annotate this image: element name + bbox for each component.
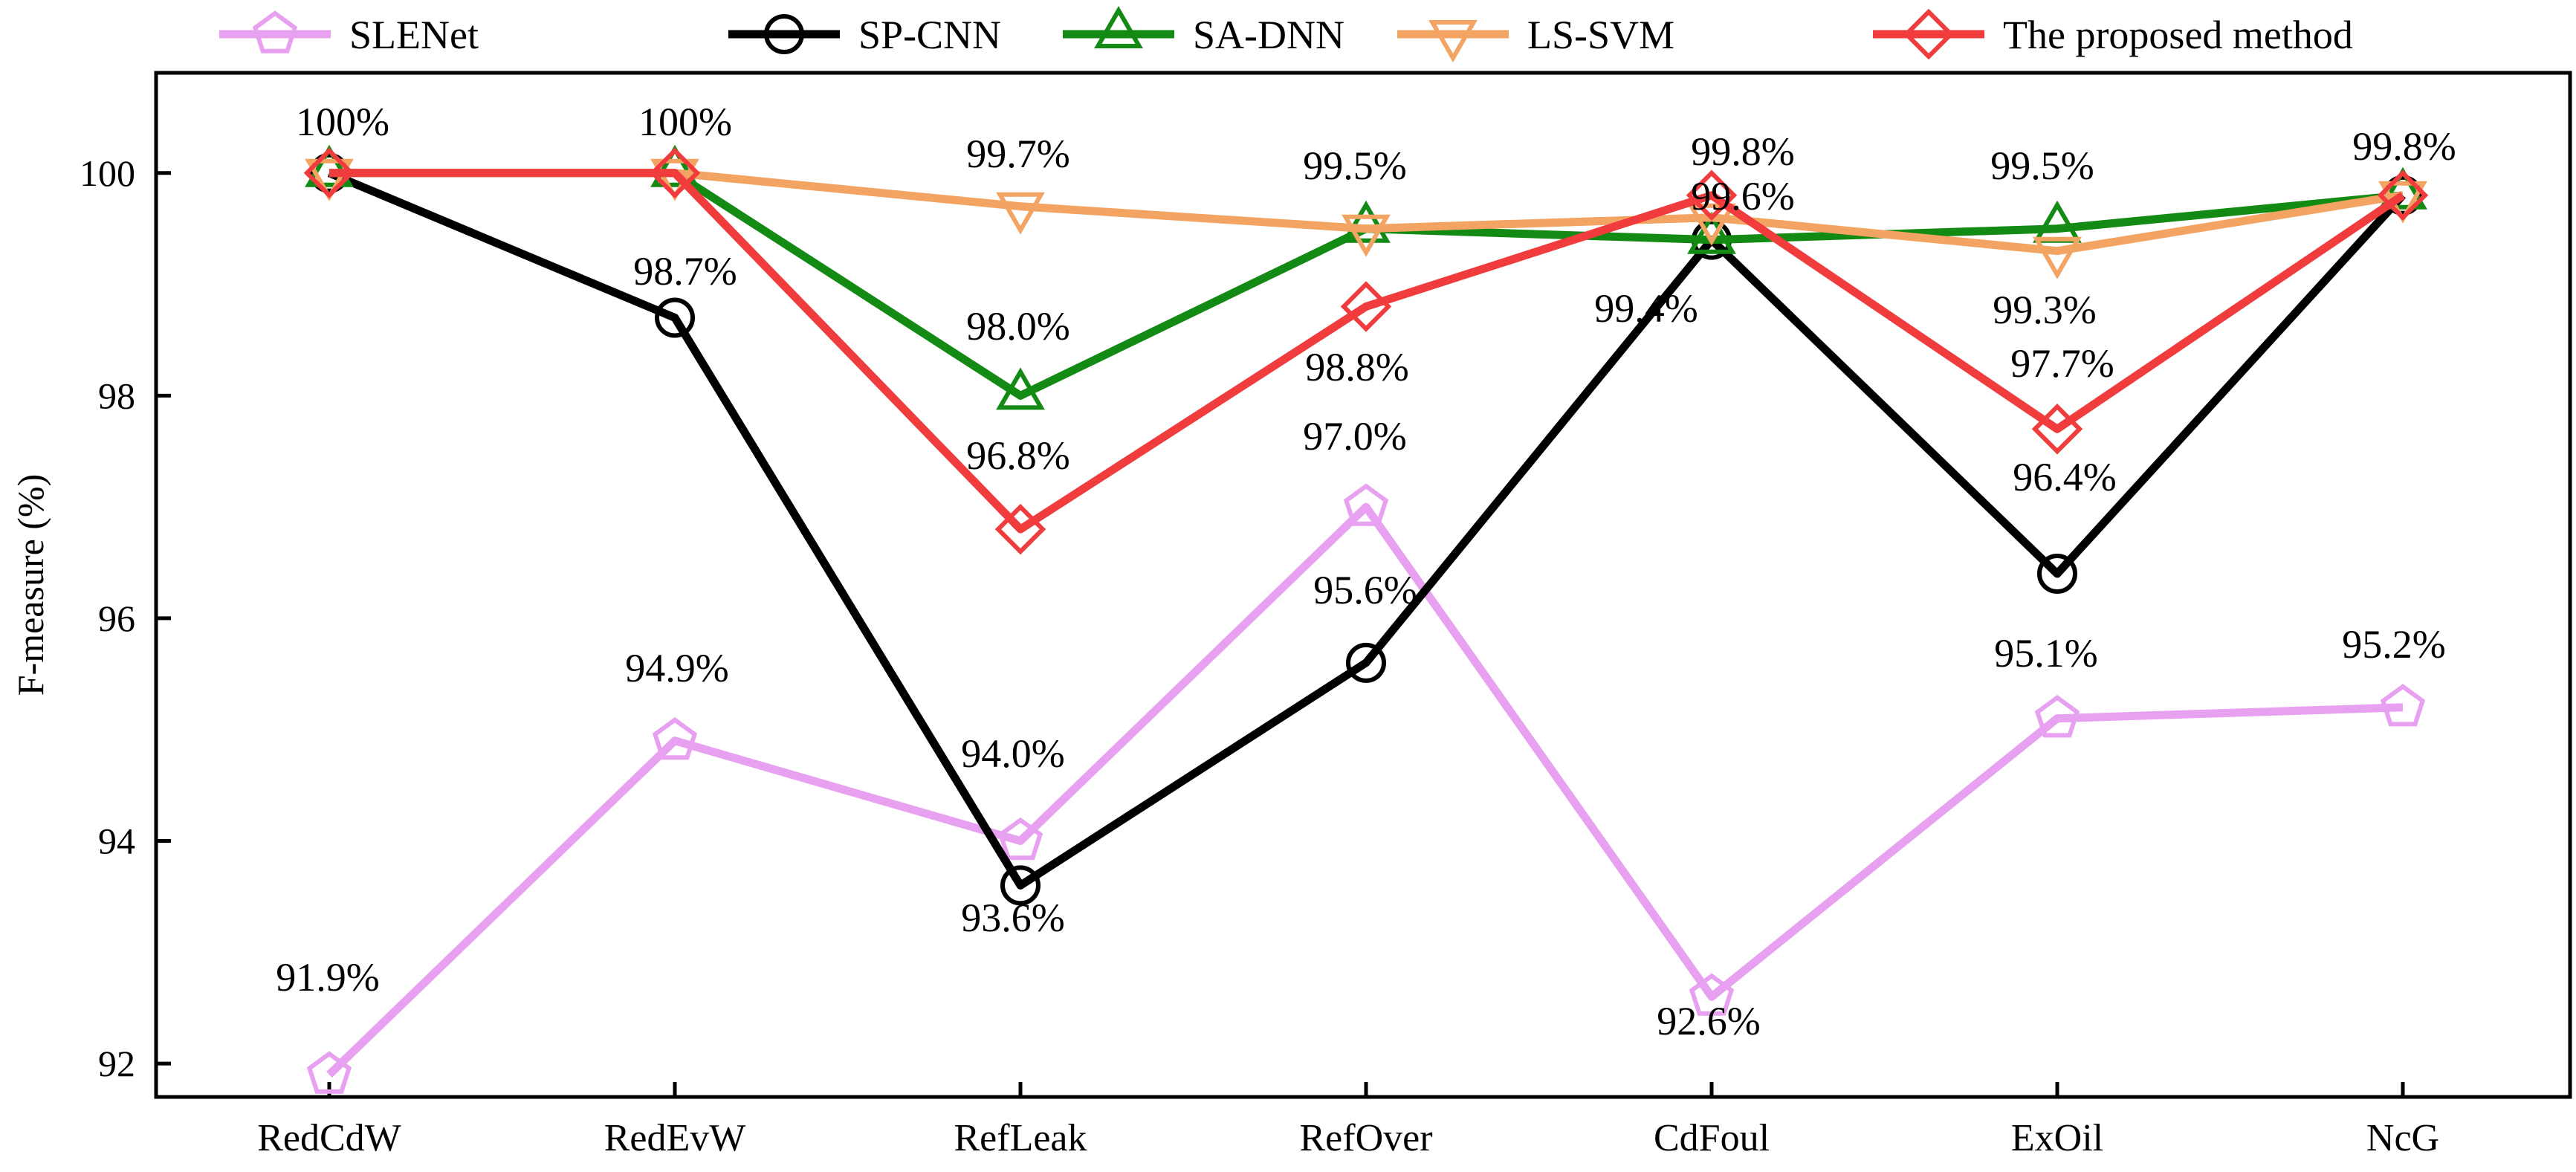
data-point	[994, 503, 1046, 555]
data-label: 99.4%	[1594, 286, 1698, 331]
data-point	[1000, 865, 1041, 906]
data-point	[303, 147, 355, 199]
data-label: 99.8%	[2352, 124, 2456, 169]
data-point	[1342, 214, 1391, 257]
data-point	[2031, 404, 2083, 455]
data-label: 97.0%	[1303, 414, 1406, 459]
data-point	[2378, 166, 2427, 210]
x-tick-label: CdFoul	[1654, 1117, 1770, 1159]
legend-marker	[1094, 5, 1143, 48]
y-tick-label: 96	[98, 598, 135, 639]
data-point	[652, 716, 698, 760]
data-label: 99.8%	[1691, 129, 1794, 174]
plot-frame	[154, 71, 2572, 1099]
data-point	[2034, 694, 2080, 738]
y-tick-label: 94	[98, 820, 135, 862]
data-point	[1342, 200, 1391, 243]
data-label: 96.4%	[2013, 455, 2116, 499]
y-tick-label: 100	[80, 152, 135, 194]
legend-label: LS-SVM	[1527, 13, 1674, 57]
legend-marker	[1903, 8, 1955, 60]
data-point	[1340, 281, 1392, 332]
data-label: 98.0%	[966, 304, 1069, 349]
legend-marker	[252, 10, 298, 54]
x-tick-label: RedEvW	[604, 1117, 746, 1159]
data-label: 99.7%	[966, 132, 1069, 176]
series-the-proposed-method	[303, 147, 2429, 555]
data-label: 92.6%	[1657, 999, 1760, 1043]
data-label: 99.5%	[1990, 143, 2094, 188]
data-label: 99.5%	[1303, 143, 1406, 188]
data-label: 100%	[638, 100, 732, 144]
data-point	[2380, 684, 2426, 727]
data-point	[997, 817, 1043, 861]
legend-label: The proposed method	[2003, 13, 2353, 57]
data-label: 97.7%	[2010, 341, 2114, 386]
legend-item: SP-CNN	[728, 13, 1001, 57]
data-point	[305, 158, 354, 201]
data-point	[2033, 200, 2082, 243]
legend: SLENet SP-CNN SA-DNN LS-SVM The proposed met…	[219, 5, 2353, 63]
x-tick-label: RefOver	[1299, 1117, 1432, 1159]
x-tick-label: RedCdW	[257, 1117, 401, 1159]
series-slenet	[306, 483, 2426, 1094]
series-layer	[303, 144, 2429, 1094]
legend-marker	[764, 14, 804, 54]
x-tick-label: RefLeak	[954, 1117, 1087, 1159]
data-point	[996, 192, 1045, 235]
legend-marker	[1428, 20, 1478, 63]
data-label: 99.3%	[1993, 288, 2096, 332]
legend-label: SLENet	[349, 13, 479, 57]
y-axis-label: F-measure (%)	[10, 474, 51, 696]
data-point	[996, 367, 1045, 410]
data-point	[1689, 973, 1735, 1016]
data-label: 94.0%	[961, 731, 1064, 776]
series-line	[329, 169, 2406, 534]
data-label: 98.7%	[633, 249, 737, 294]
data-point	[650, 144, 699, 187]
data-label: 96.8%	[966, 433, 1069, 478]
series-line	[327, 169, 2407, 890]
data-label: 95.1%	[1994, 631, 2097, 676]
data-label: 99.6%	[1691, 174, 1794, 218]
data-point	[1343, 483, 1389, 526]
data-point	[2033, 236, 2082, 279]
data-point	[2037, 554, 2077, 595]
series-line	[326, 502, 2404, 1078]
data-label: 94.9%	[625, 646, 728, 690]
data-point	[649, 147, 701, 199]
data-label: 100%	[296, 100, 389, 144]
data-labels: 91.9% 94.9% 94.0% 97.0% 92.6% 95.1% 95.2% 98.7%…	[276, 100, 2456, 1043]
legend-label: SP-CNN	[858, 13, 1001, 57]
data-point	[1686, 169, 1738, 221]
y-tick-label: 98	[98, 375, 135, 416]
data-point	[655, 297, 695, 338]
legend-item: SA-DNN	[1063, 5, 1344, 57]
x-tick-label: NcG	[2366, 1117, 2439, 1159]
data-label: 98.8%	[1305, 345, 1408, 389]
x-tick-label: ExOil	[2011, 1117, 2103, 1159]
legend-item: LS-SVM	[1397, 13, 1674, 63]
data-point	[1687, 211, 1736, 254]
data-point	[1687, 203, 1736, 246]
data-label: 95.6%	[1313, 568, 1417, 612]
legend-item: The proposed method	[1873, 8, 2353, 60]
data-point	[1346, 642, 1386, 683]
data-label: 95.2%	[2342, 622, 2445, 667]
data-label: 93.6%	[961, 896, 1064, 940]
data-point	[305, 144, 354, 187]
axes: 92 94 96 98 100 RedCdW RedEvW RefLeak RefOver CdF…	[80, 152, 2439, 1159]
data-label: 91.9%	[276, 955, 379, 1000]
data-point	[306, 1051, 352, 1094]
legend-label: SA-DNN	[1193, 13, 1344, 57]
y-tick-label: 92	[98, 1043, 135, 1084]
data-point	[2377, 169, 2429, 221]
legend-item: SLENet	[219, 10, 479, 57]
